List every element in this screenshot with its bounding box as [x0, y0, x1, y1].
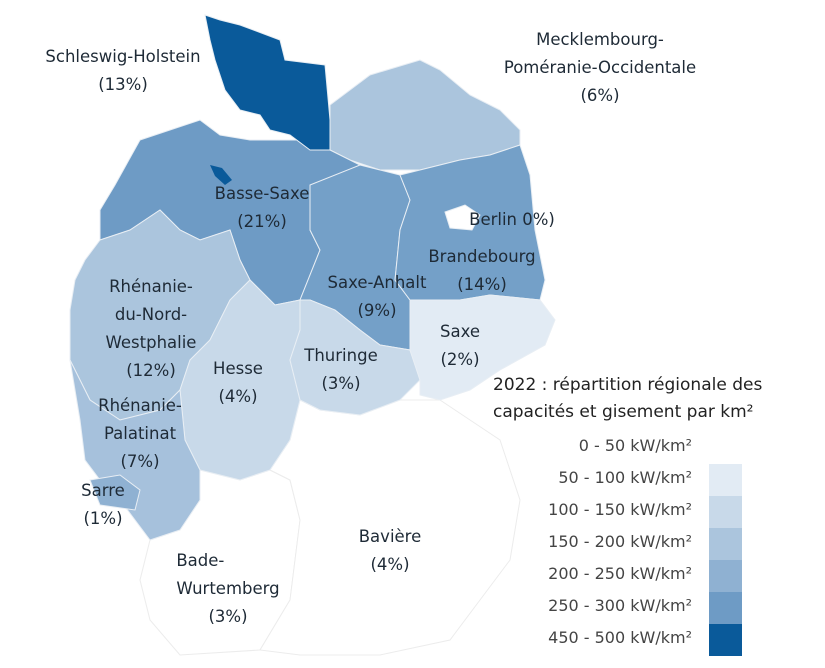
region-share: (2%) — [440, 350, 480, 369]
region-name: Sarre — [81, 481, 125, 500]
region-name: Thuringe — [304, 346, 378, 365]
region-name: Hesse — [213, 359, 263, 378]
region-share: (7%) — [120, 452, 160, 471]
region-share: (4%) — [370, 555, 410, 574]
label-sarre: Sarre (1%) — [81, 477, 125, 533]
legend-swatch — [709, 592, 742, 624]
region-name: Poméranie-Occidentale — [503, 58, 697, 77]
region-name: Wurtemberg — [176, 579, 280, 598]
region-share: (3%) — [208, 607, 248, 626]
label-baviere: Bavière (4%) — [359, 523, 422, 579]
label-berlin: Berlin 0%) — [469, 206, 555, 234]
legend-swatch — [709, 432, 742, 464]
legend-swatch — [709, 624, 742, 656]
region-share: (21%) — [237, 212, 287, 231]
legend-item: 450 - 500 kW/km² — [480, 624, 742, 656]
label-rhenanie-palatinat: Rhénanie- Palatinat (7%) — [98, 392, 182, 476]
region-name: Bavière — [358, 527, 422, 546]
legend-item: 200 - 250 kW/km² — [480, 560, 742, 592]
legend-title-line: capacités et gisement par km² — [493, 402, 754, 422]
label-hesse: Hesse (4%) — [213, 355, 263, 411]
label-saxe: Saxe (2%) — [440, 318, 480, 374]
legend-label: 150 - 200 kW/km² — [548, 532, 692, 551]
region-share: (6%) — [580, 86, 620, 105]
legend-label: 450 - 500 kW/km² — [548, 628, 692, 647]
legend-swatch — [709, 560, 742, 592]
region-berlin — [444, 204, 481, 231]
legend-item: 50 - 100 kW/km² — [480, 464, 742, 496]
region-rhenanie-palatinat — [69, 359, 201, 541]
region-name: Rhénanie- — [109, 277, 193, 296]
region-share: (1%) — [83, 509, 123, 528]
legend-label: 100 - 150 kW/km² — [548, 500, 692, 519]
region-name: Bade- — [176, 551, 225, 570]
region-name: du-Nord- — [114, 305, 188, 324]
label-brandebourg: Brandebourg (14%) — [428, 243, 535, 299]
region-name: Rhénanie- — [98, 396, 182, 415]
region-name: Berlin 0%) — [469, 210, 555, 229]
label-thuringe: Thuringe (3%) — [304, 342, 377, 398]
region-sarre — [89, 474, 141, 511]
region-share: (9%) — [357, 301, 397, 320]
legend-label: 200 - 250 kW/km² — [548, 564, 692, 583]
legend-title-line: 2022 : répartition régionale des — [493, 375, 763, 395]
label-nrw: Rhénanie- du-Nord- Westphalie (12%) — [106, 273, 197, 385]
region-share: (3%) — [321, 374, 361, 393]
region-name: Brandebourg — [428, 247, 536, 266]
legend-swatch — [709, 496, 742, 528]
legend-swatch — [709, 464, 742, 496]
region-name: Palatinat — [103, 424, 177, 443]
label-schleswig-holstein: Schleswig-Holstein (13%) — [45, 43, 200, 99]
legend-item: 150 - 200 kW/km² — [480, 528, 742, 560]
region-share: (14%) — [457, 275, 507, 294]
region-thuringe — [289, 299, 421, 416]
region-share: (4%) — [218, 387, 258, 406]
legend-item: 250 - 300 kW/km² — [480, 592, 742, 624]
label-bade-wurtemberg: Bade- Wurtemberg (3%) — [176, 547, 279, 631]
region-name: Basse-Saxe — [214, 184, 310, 203]
region-name: Westphalie — [105, 333, 197, 352]
legend-label: 0 - 50 kW/km² — [578, 436, 692, 455]
region-name: Saxe-Anhalt — [327, 273, 427, 292]
legend-swatch — [709, 528, 742, 560]
legend-label: 50 - 100 kW/km² — [558, 468, 692, 487]
region-mecklembourg — [329, 59, 521, 171]
legend-title: 2022 : répartition régionale des capacit… — [493, 372, 762, 426]
region-share: (13%) — [98, 75, 148, 94]
label-saxe-anhalt: Saxe-Anhalt (9%) — [328, 269, 427, 325]
legend-label: 250 - 300 kW/km² — [548, 596, 692, 615]
label-basse-saxe: Basse-Saxe (21%) — [215, 180, 310, 236]
region-name: Saxe — [440, 322, 480, 341]
region-bremen — [210, 165, 232, 185]
legend-item: 0 - 50 kW/km² — [480, 432, 742, 464]
region-share: (12%) — [126, 361, 176, 380]
region-name: Schleswig-Holstein — [45, 47, 201, 66]
region-saxe — [409, 294, 556, 401]
region-name: Mecklembourg- — [536, 30, 664, 49]
region-schleswig-holstein — [204, 14, 331, 151]
legend-item: 100 - 150 kW/km² — [480, 496, 742, 528]
label-mecklembourg: Mecklembourg- Poméranie-Occidentale (6%) — [504, 26, 696, 110]
